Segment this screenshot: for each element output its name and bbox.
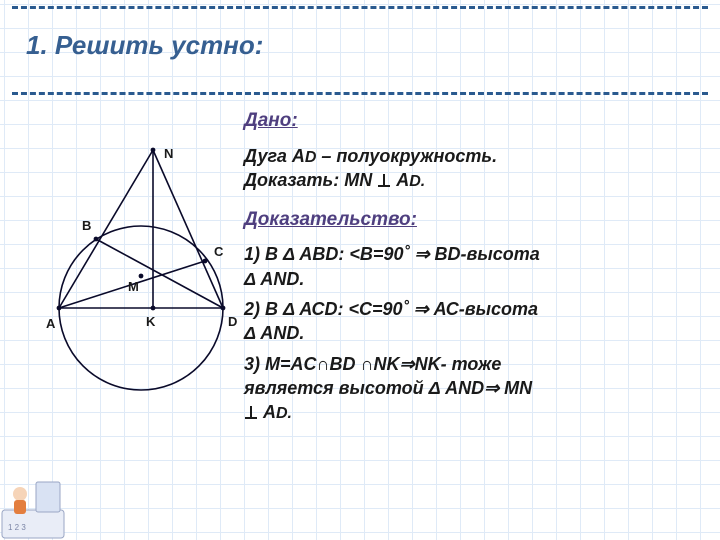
given-1a: Дуга А <box>244 146 305 166</box>
svg-text:1 2 3: 1 2 3 <box>8 523 26 532</box>
s2a: 2) В Δ А <box>244 299 312 319</box>
proof-step-1: 1) В Δ ABD: <B=90˚ ⇒ BD-высота Δ AND. <box>244 242 702 291</box>
svg-text:C: C <box>214 244 224 259</box>
given-1c: – полуокружность. <box>316 146 497 166</box>
s3b: является высотой Δ AND⇒ MN <box>244 378 532 398</box>
svg-text:N: N <box>164 146 173 161</box>
content-block: Дано: Дуга АD – полуокружность. Доказать… <box>244 108 702 425</box>
s3a: 3) M=AC∩BD ∩NK⇒NK- тоже <box>244 354 501 374</box>
svg-text:D: D <box>228 314 237 329</box>
corner-illustration: 1 2 3 <box>0 452 66 540</box>
given-heading: Дано: <box>244 108 702 134</box>
perp-icon <box>377 174 391 188</box>
svg-text:B: B <box>82 218 91 233</box>
proof-step-3: 3) M=AC∩BD ∩NK⇒NK- тоже является высотой… <box>244 352 702 425</box>
perp-icon-2 <box>244 406 258 420</box>
s1a: 1) В Δ ABD: <B=90˚ ⇒ BD-высота <box>244 244 540 264</box>
s2b: СD: <С=90˚ ⇒ А <box>312 299 446 319</box>
geometry-diagram: A D B C N K M <box>36 128 246 408</box>
page-title: 1. Решить устно: <box>26 30 263 61</box>
given-statement: Дуга АD – полуокружность. <box>244 144 702 169</box>
svg-text:M: M <box>128 279 139 294</box>
proof-heading: Доказательство: <box>244 207 702 233</box>
svg-text:K: K <box>146 314 156 329</box>
title-dashed-rule <box>12 92 708 95</box>
top-dashed-rule <box>12 6 708 9</box>
proof-step-2: 2) В Δ АСD: <С=90˚ ⇒ АС-высота Δ AND. <box>244 297 702 346</box>
s2c: С-высота <box>446 299 538 319</box>
s3d: D. <box>276 405 292 422</box>
svg-text:A: A <box>46 316 56 331</box>
prove-c: D. <box>409 173 425 190</box>
prove-b: А <box>391 170 409 190</box>
prove-statement: Доказать: MN АD. <box>244 168 702 193</box>
s1b: Δ AND. <box>244 269 304 289</box>
given-1b: D <box>305 149 317 166</box>
s2d: Δ AND. <box>244 323 304 343</box>
s3c: А <box>258 402 276 422</box>
prove-a: Доказать: MN <box>244 170 377 190</box>
